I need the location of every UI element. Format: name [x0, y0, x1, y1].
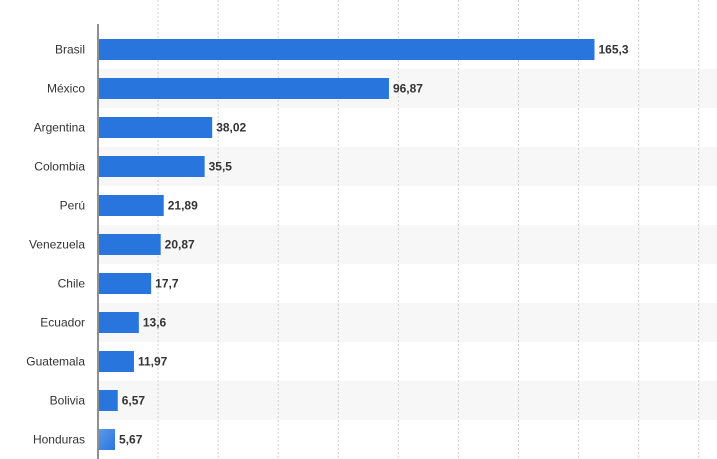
bar-honduras	[99, 429, 116, 450]
bar-bolivia	[99, 390, 118, 411]
bar-venezuela	[99, 234, 161, 255]
bar-argentina	[99, 117, 213, 138]
data-label: 13,6	[143, 316, 167, 330]
bar-chile	[99, 273, 152, 294]
data-label: 38,02	[216, 121, 246, 135]
data-label: 165,3	[599, 43, 629, 57]
data-label: 11,97	[138, 355, 168, 369]
category-label: Bolivia	[50, 394, 86, 408]
category-label: Honduras	[33, 433, 85, 447]
category-label: Venezuela	[29, 238, 85, 252]
bar-per-	[99, 195, 164, 216]
category-label: Guatemala	[26, 355, 85, 369]
data-label: 35,5	[209, 160, 233, 174]
category-label: México	[47, 82, 85, 96]
row-stripe	[98, 381, 717, 420]
category-label: Brasil	[55, 43, 85, 57]
bar-colombia	[99, 156, 205, 177]
data-label: 5,67	[119, 433, 143, 447]
data-label: 20,87	[165, 238, 195, 252]
bar-brasil	[99, 39, 595, 60]
row-stripe	[98, 303, 717, 342]
row-stripe	[98, 225, 717, 264]
bar-guatemala	[99, 351, 134, 372]
category-label: Ecuador	[40, 316, 85, 330]
data-label: 96,87	[393, 82, 423, 96]
bar-m-xico	[99, 78, 389, 99]
bar-ecuador	[99, 312, 139, 333]
category-label: Perú	[60, 199, 85, 213]
category-label: Chile	[58, 277, 86, 291]
data-label: 17,7	[155, 277, 179, 291]
data-label: 6,57	[122, 394, 146, 408]
category-label: Colombia	[34, 160, 85, 174]
data-label: 21,89	[168, 199, 198, 213]
category-label: Argentina	[34, 121, 86, 135]
